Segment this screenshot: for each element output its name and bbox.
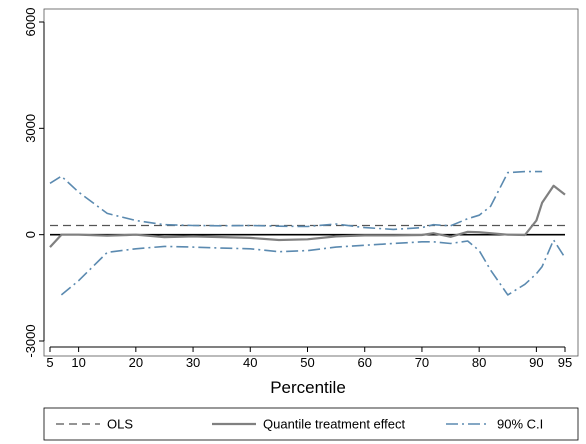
x-tick-label: 60: [357, 355, 371, 370]
y-tick-label: 0: [23, 231, 38, 238]
x-tick-label: 20: [129, 355, 143, 370]
legend-box: [43, 407, 579, 441]
series-line-quantile-treatment-effect-1: [49, 184, 566, 248]
x-axis-ticks: 5 10 20 30 40 50 60 70 80 90 95: [46, 347, 572, 370]
x-tick-label: 30: [186, 355, 200, 370]
x-tick-label: 95: [558, 355, 572, 370]
y-axis-ticks: -3000 0 3000 6000: [23, 8, 44, 358]
legend-label: Quantile treatment effect: [263, 417, 406, 432]
x-axis-title: Percentile: [270, 378, 346, 397]
series-line-90-c-i-3: [60, 239, 566, 296]
plot-area-border: [43, 8, 579, 357]
y-tick-label: -3000: [23, 324, 38, 357]
legend-label: OLS: [107, 417, 133, 432]
x-tick-label: 5: [46, 355, 53, 370]
legend: OLS Quantile treatment effect 90% C.I: [56, 417, 543, 432]
x-tick-label: 80: [472, 355, 486, 370]
x-tick-label: 10: [71, 355, 85, 370]
x-tick-label: 40: [243, 355, 257, 370]
series-layer: [49, 170, 566, 296]
y-tick-label: 3000: [23, 114, 38, 143]
x-tick-label: 70: [415, 355, 429, 370]
x-tick-label: 50: [300, 355, 314, 370]
series-line-90-c-i-2: [49, 170, 543, 231]
x-tick-label: 90: [529, 355, 543, 370]
y-tick-label: 6000: [23, 8, 38, 37]
legend-label: 90% C.I: [497, 417, 543, 432]
